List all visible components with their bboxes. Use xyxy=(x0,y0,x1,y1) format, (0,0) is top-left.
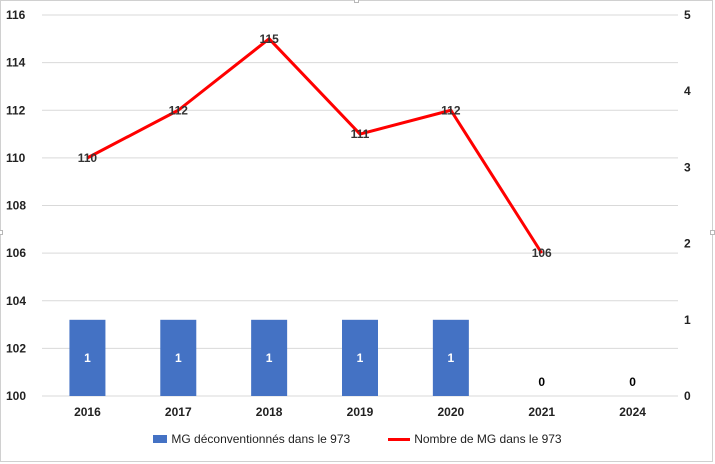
legend-item-bars: MG déconventionnés dans le 973 xyxy=(153,432,350,446)
bar xyxy=(342,319,378,396)
left-axis-tick-label: 112 xyxy=(6,103,26,117)
x-axis-tick-label: 2017 xyxy=(165,405,192,419)
left-axis-tick-label: 110 xyxy=(6,151,26,165)
legend-swatch-line xyxy=(388,437,411,441)
left-axis-tick-label: 100 xyxy=(6,389,26,403)
x-axis-tick-label: 2021 xyxy=(528,405,555,419)
legend-label-bars: MG déconventionnés dans le 973 xyxy=(171,432,351,446)
bar xyxy=(69,319,106,396)
bar-data-label: 1 xyxy=(448,351,455,365)
bar-data-label: 1 xyxy=(266,351,273,365)
right-axis-tick-label: 4 xyxy=(684,84,691,98)
resize-handle-left[interactable] xyxy=(0,230,3,235)
bar-data-label: 1 xyxy=(84,351,91,365)
bar-data-label: 0 xyxy=(629,375,636,389)
x-axis-tick-label: 2018 xyxy=(256,405,283,419)
x-axis-tick-label: 2024 xyxy=(619,405,646,419)
bar-data-label: 0 xyxy=(538,375,545,389)
line-data-label: 112 xyxy=(441,103,461,117)
bar xyxy=(432,319,469,396)
line-data-label: 110 xyxy=(78,151,98,165)
bar xyxy=(160,319,197,396)
right-axis-tick-label: 0 xyxy=(684,389,691,403)
x-axis-tick-label: 2016 xyxy=(74,405,101,419)
bar-data-label: 1 xyxy=(175,351,182,365)
left-axis-tick-label: 114 xyxy=(6,56,26,70)
line-data-label: 112 xyxy=(169,103,189,117)
left-axis-tick-label: 102 xyxy=(6,341,26,355)
resize-handle-top[interactable] xyxy=(354,0,359,3)
left-axis-tick-label: 108 xyxy=(6,199,26,213)
legend-item-line: Nombre de MG dans le 973 xyxy=(388,432,562,446)
chart-legend: MG déconventionnés dans le 973 Nombre de… xyxy=(0,432,715,446)
series-line xyxy=(86,37,543,254)
left-axis-tick-label: 106 xyxy=(6,246,26,260)
right-axis-tick-label: 5 xyxy=(684,8,691,22)
legend-swatch-bars xyxy=(153,435,168,443)
right-axis-tick-label: 2 xyxy=(684,237,691,251)
bar-data-label: 1 xyxy=(357,351,364,365)
legend-label-line: Nombre de MG dans le 973 xyxy=(414,432,562,446)
x-axis-tick-label: 2020 xyxy=(438,405,465,419)
left-axis-tick-label: 104 xyxy=(6,294,26,308)
line-data-label: 115 xyxy=(259,32,279,46)
right-axis-tick-label: 1 xyxy=(684,313,691,327)
line-data-label: 111 xyxy=(351,127,370,141)
line-data-label: 106 xyxy=(532,246,552,260)
right-axis-tick-label: 3 xyxy=(684,160,691,174)
bar xyxy=(251,319,288,396)
x-axis-tick-label: 2019 xyxy=(347,405,374,419)
left-axis-tick-label: 116 xyxy=(6,8,26,22)
